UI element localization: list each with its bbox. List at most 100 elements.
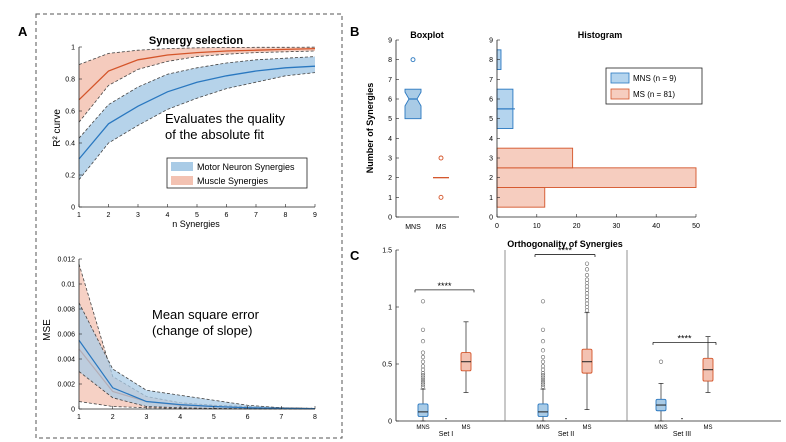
mse-mean-0 [78, 339, 316, 410]
orth-mns-0-outlier [420, 384, 426, 389]
mse-ytick-label: 0.01 [61, 282, 75, 289]
box-ytick-label: 4 [388, 136, 392, 143]
synergy-boxplot: 0 1 2 3 4 5 6 7 8 9 MNS MS Boxplot Number of Synerg… [365, 30, 459, 231]
orth-mns-1-outlier [540, 375, 546, 380]
hist-legend-label-ms: MS (n = 81) [633, 90, 675, 99]
orth-ms-1-outlier [584, 308, 590, 313]
orth-ms-1-box [581, 348, 593, 374]
orth-ytick-label: 1 [388, 305, 392, 312]
panel-a-frame [35, 13, 343, 439]
orth-mns-0-outlier [420, 355, 426, 360]
orthogonality-plot: 0 0.5 1 1.5 MNS MS Set I **** MNS MS Set II **** MNS… [382, 239, 781, 438]
orth-set-label: Set III [673, 431, 691, 438]
orth-mns-2-outlier [658, 359, 664, 364]
hist-xtick-label: 50 [692, 223, 700, 230]
orth-mns-0-outlier [420, 373, 426, 378]
box-xtick-label: MNS [405, 224, 421, 231]
mse-xtick-label: 2 [111, 414, 115, 421]
mse-annotation-line1: Mean square error [152, 307, 260, 322]
orth-ms-1-outlier [584, 294, 590, 299]
box-ytick-label: 6 [388, 97, 392, 104]
hist-bar-ms [496, 147, 574, 169]
r2-ytick-label: 0 [71, 205, 75, 212]
orth-ms-1-outlier [584, 277, 590, 282]
orth-ms-label: MS [462, 425, 471, 431]
orth-ms-1-outlier [584, 261, 590, 266]
box-ytick-label: 0 [388, 215, 392, 222]
r2-plot: 1 2 3 4 5 6 7 8 9 0 0.2 0.4 0.6 0.8 1 Synergy selectio… [52, 35, 317, 229]
r2-xtick-label: 4 [166, 212, 170, 219]
hist-xtick-label: 30 [613, 223, 621, 230]
hist-ytick-label: 4 [489, 136, 493, 143]
hist-bar-ms [496, 187, 546, 208]
hist-xtick-label: 0 [495, 223, 499, 230]
r2-xtick-label: 1 [77, 212, 81, 219]
panel-a-label: A [18, 24, 28, 39]
orth-mns-1-outlier [540, 355, 546, 360]
r2-xtick-label: 5 [195, 212, 199, 219]
orth-ytick-label: 0 [388, 419, 392, 426]
box-ytick-label: 9 [388, 38, 392, 45]
mse-upper-0 [78, 302, 316, 409]
orth-mns-0-outlier [420, 339, 426, 344]
r2-band-1 [79, 47, 315, 123]
r2-ytick-label: 0.8 [65, 77, 75, 84]
mse-ytick-label: 0.008 [57, 307, 75, 314]
orth-mns-1-outlier [540, 384, 546, 389]
orthogonality-title: Orthogonality of Synergies [507, 239, 623, 249]
orth-mns-0-outlier [420, 380, 426, 385]
panel-b-label: B [350, 24, 359, 39]
r2-ytick-label: 0.6 [65, 109, 75, 116]
legend-swatch-ms [171, 176, 193, 185]
hist-legend-swatch-ms [610, 88, 630, 100]
r2-legend: Motor Neuron Synergies Muscle Synergies [166, 157, 308, 189]
orth-mns-1-outlier [540, 364, 546, 369]
r2-mean-1 [78, 47, 316, 101]
orth-mns-1-outlier [540, 382, 546, 387]
r2-band-0 [79, 56, 315, 180]
orth-ytick-label: 1.5 [382, 248, 392, 255]
r2-mean-0 [78, 65, 316, 160]
legend-label-ms: Muscle Synergies [197, 176, 269, 186]
boxplot-ms-outlier [438, 194, 444, 200]
r2-upper-0 [78, 56, 316, 139]
orth-ms-label: MS [704, 425, 713, 431]
mse-plot: 1 2 3 4 5 6 7 8 0 0.002 0.004 0.006 0.008 0.01 0.012 M… [42, 257, 317, 422]
mse-xtick-label: 1 [77, 414, 81, 421]
r2-lower-0 [78, 72, 316, 181]
mse-xtick-label: 8 [313, 414, 317, 421]
r2-xtick-label: 8 [284, 212, 288, 219]
hist-xtick-label: 10 [533, 223, 541, 230]
r2-ytick-label: 0.2 [65, 173, 75, 180]
orth-ytick-label: 0.5 [382, 362, 392, 369]
hist-ytick-label: 0 [489, 215, 493, 222]
hist-ytick-label: 6 [489, 97, 493, 104]
orth-mns-0-outlier [420, 371, 426, 376]
orth-mns-0-outlier [420, 377, 426, 383]
orth-ms-1-outlier [584, 284, 590, 289]
orth-sig-stars: **** [558, 246, 573, 256]
r2-xtick-label: 6 [225, 212, 229, 219]
orth-mns-1-outlier [540, 339, 546, 344]
orth-mns-0-outlier [420, 382, 426, 387]
hist-ytick-label: 2 [489, 175, 493, 182]
box-ytick-label: 8 [388, 57, 392, 64]
hist-ytick-label: 3 [489, 156, 493, 163]
mse-band-1 [79, 264, 315, 409]
r2-lower-1 [78, 50, 316, 123]
orth-mns-0-outlier [420, 375, 426, 380]
hist-bar-ms [496, 167, 697, 188]
hist-ytick-label: 8 [489, 57, 493, 64]
orth-mns-1-outlier [540, 348, 546, 353]
orth-mns-1-outlier [540, 367, 546, 372]
r2-xtick-label: 3 [136, 212, 140, 219]
r2-ytick-label: 1 [71, 45, 75, 52]
orth-set-label: Set I [439, 431, 453, 438]
orth-ms-1-outlier [584, 287, 590, 293]
orth-mns-1-outlier [540, 373, 546, 378]
orth-mns-0-outlier [420, 359, 426, 364]
orth-mns-1-box [537, 403, 549, 417]
orth-mns-label: MNS [416, 425, 429, 431]
orth-mns-0-outlier [420, 367, 426, 372]
